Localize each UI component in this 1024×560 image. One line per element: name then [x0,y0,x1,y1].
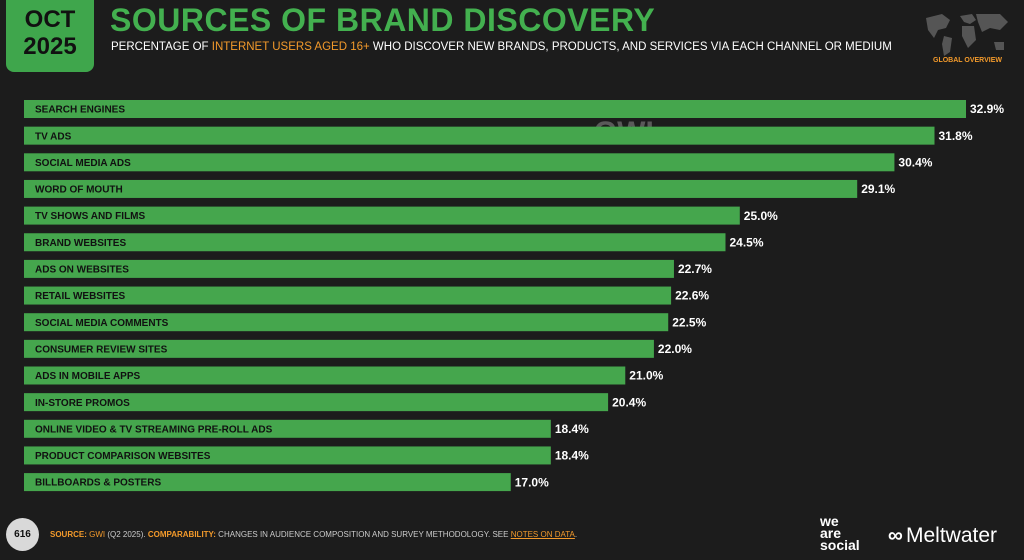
world-map [926,14,1008,56]
bar [24,233,726,252]
subtitle-text: PERCENTAGE OF [111,41,212,53]
category-label: CONSUMER REVIEW SITES [35,344,168,355]
logo-text: we [820,513,839,529]
category-label: ADS IN MOBILE APPS [35,371,141,382]
bar [24,339,654,358]
comparability: CHANGES IN AUDIENCE COMPOSITION AND SURV… [215,530,511,539]
bar [24,393,609,412]
bar [24,206,740,225]
category-label: IN-STORE PROMOS [35,398,130,409]
value-label: 25.0% [744,209,778,223]
chart-title: SOURCES OF BRAND DISCOVERY [110,2,656,38]
value-label: 31.8% [939,129,973,143]
footer: SOURCE: GWI (Q2 2025). COMPARABILITY: CH… [50,530,577,539]
category-label: SOCIAL MEDIA ADS [35,158,131,169]
date-box: OCT 2025 [6,0,94,72]
source: GWI [89,530,106,539]
subtitle: PERCENTAGE OF INTERNET USERS AGED 16+ WH… [111,41,892,53]
value-label: 22.7% [678,262,712,276]
category-label: ONLINE VIDEO & TV STREAMING PRE-ROLL ADS [35,424,273,435]
bar [24,259,674,278]
bar [24,126,935,145]
subtitle-highlight: INTERNET USERS AGED 16+ [211,41,370,53]
category-label: WORD OF MOUTH [35,185,123,196]
bar [24,473,511,492]
value-label: 22.0% [658,342,692,356]
bar [24,313,669,332]
bar [24,286,672,305]
year: 2025 [23,33,77,60]
category-label: RETAIL WEBSITES [35,291,126,302]
period: (Q2 2025). [105,530,148,539]
category-label: TV SHOWS AND FILMS [35,211,146,222]
category-label: SOCIAL MEDIA COMMENTS [35,318,169,329]
value-label: 22.5% [672,315,706,329]
category-label: ADS ON WEBSITES [35,265,129,276]
value-label: 29.1% [861,182,895,196]
bar [24,153,895,172]
value-label: 18.4% [555,449,589,463]
value-label: 22.6% [675,289,709,303]
bar [24,100,966,118]
bar [24,419,551,438]
page-number: 616 [6,518,39,551]
value-label: 21.0% [629,369,663,383]
source-key: SOURCE: [50,530,87,539]
category-label: BRAND WEBSITES [35,238,126,249]
category-label: TV ADS [35,131,72,142]
notes-link[interactable]: NOTES ON DATA [510,530,575,539]
category-label: BILLBOARDS & POSTERS [35,478,161,489]
value-label: 32.9% [970,102,1004,116]
logo-text: are [820,525,842,541]
logo-icon: ∞ [888,524,903,547]
value-label: 20.4% [612,395,646,409]
region-label: GLOBAL OVERVIEW [933,57,1002,64]
comparability-key: COMPARABILITY: [147,530,216,539]
value-label: 24.5% [729,235,763,249]
month: OCT [24,6,76,33]
logo-text: social [820,537,860,553]
value-label: 17.0% [515,475,549,489]
logo-text: Meltwater [905,524,998,547]
footer-end: . [574,530,578,539]
subtitle-text: WHO DISCOVER NEW BRANDS, PRODUCTS, AND S… [369,41,892,53]
bar [24,179,858,198]
we-are-social-logo: we are social [820,513,860,553]
meltwater-logo: ∞ Meltwater [888,524,997,548]
value-label: 30.4% [898,155,932,169]
bar [24,366,626,385]
category-label: PRODUCT COMPARISON WEBSITES [35,451,211,462]
value-label: 18.4% [555,422,589,436]
bar [24,446,551,465]
category-label: SEARCH ENGINES [35,105,125,116]
